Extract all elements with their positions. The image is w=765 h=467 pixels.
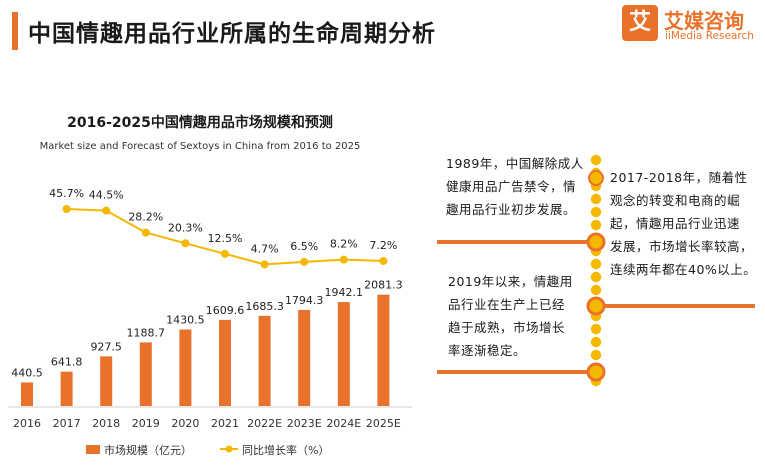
stage3-node	[586, 362, 606, 382]
x-tick-label: 2016	[13, 417, 41, 430]
logo-glyph: 艾	[628, 10, 651, 35]
stage3-line: 2019年以来，情趣用	[448, 274, 573, 289]
stage3-line: 趋于成熟，市场增长	[448, 320, 566, 335]
bar-2018	[100, 356, 113, 406]
growth-point-2021	[221, 249, 229, 258]
timeline-dot	[590, 362, 602, 374]
growth-point-2020	[181, 239, 190, 248]
growth-line-layer: 45.7% 44.5% 28.2% 20.3% 12.5% 4.7% 6.5% 8.2% 7.2…	[49, 187, 397, 269]
bar-value-label: 1609.6	[206, 304, 245, 317]
growth-value-label: 45.7%	[49, 187, 84, 200]
legend-bar-label: 市场规模（亿元）	[104, 443, 192, 457]
legend-line-label: 同比增长率（%）	[242, 443, 329, 457]
growth-point-2024E	[339, 255, 348, 264]
bar-value-label: 440.5	[11, 366, 43, 379]
bar-2025E	[377, 294, 390, 406]
bar-value-label: 1430.5	[166, 313, 205, 326]
logo-cn-text: 艾媒咨询	[664, 9, 744, 33]
bar-2021	[219, 319, 231, 406]
stage3-line: 率逐渐稳定。	[448, 343, 527, 358]
stage1-line: 1989年，中国解除成人	[446, 156, 584, 171]
timeline-dot	[590, 219, 602, 231]
bar-value-label: 641.8	[51, 356, 83, 369]
legend-bar-swatch	[86, 445, 100, 454]
growth-point-2019	[141, 228, 150, 237]
brand-logo: 艾 艾媒咨询 iiMedia Research	[622, 5, 762, 45]
growth-point-2023E	[300, 257, 309, 266]
growth-point-2022E	[260, 260, 269, 269]
legend: 市场规模（亿元） 同比增长率（%）	[86, 443, 329, 457]
bar-2022E	[258, 315, 271, 406]
stage3-line: 品行业在生产上已经	[448, 297, 566, 312]
stage1-line: 趣用品行业初步发展。	[446, 202, 577, 217]
chart-title: 2016-2025中国情趣用品市场规模和预测	[67, 114, 333, 131]
bar-2024E	[337, 302, 350, 406]
x-tick-label: 2020	[171, 417, 199, 430]
bar-2020	[179, 329, 192, 406]
title-accent-bar	[12, 12, 18, 50]
stage2-text: 2017-2018年，随着性 观念的转变和电商的崛 起，情趣用品行业迅速 发展，…	[610, 166, 765, 281]
x-tick-label: 2021	[211, 417, 239, 430]
bar-2017	[60, 371, 73, 406]
bar-value-label: 1794.3	[285, 294, 324, 307]
market-size-chart: 2016-2025中国情趣用品市场规模和预测 Market size and F…	[8, 114, 412, 457]
x-tick-label: 2019	[132, 417, 160, 430]
growth-value-label: 28.2%	[128, 211, 163, 224]
growth-point-2018	[102, 206, 111, 215]
stage2-line: 2017-2018年，随着性	[610, 170, 748, 185]
x-tick-label: 2018	[92, 417, 120, 430]
legend-line-marker	[225, 445, 233, 453]
page-title: 中国情趣用品行业所属的生命周期分析	[28, 21, 436, 47]
growth-point-2025E	[379, 256, 388, 265]
logo-en-text: iiMedia Research	[665, 30, 754, 42]
growth-value-label: 12.5%	[208, 232, 243, 245]
growth-value-label: 4.7%	[251, 242, 279, 255]
bar-2023E	[298, 310, 311, 406]
stage2-line: 起，情趣用品行业迅速	[610, 216, 741, 231]
growth-value-label: 6.5%	[290, 240, 318, 253]
growth-value-label: 8.2%	[330, 238, 358, 251]
timeline-dot	[590, 375, 602, 387]
timeline-dot	[590, 245, 602, 257]
timeline-dot	[590, 258, 602, 270]
growth-value-label: 44.5%	[89, 189, 124, 202]
bar-value-label: 1942.1	[325, 286, 364, 299]
growth-value-label: 20.3%	[168, 221, 203, 234]
growth-point-2017	[62, 205, 71, 213]
x-tick-label: 2025E	[366, 417, 401, 430]
stage3-text: 2019年以来，情趣用 品行业在生产上已经 趋于成熟，市场增长 率逐渐稳定。	[448, 270, 598, 362]
bar-2016	[21, 382, 33, 406]
chart-subtitle: Market size and Forecast of Sextoys in C…	[40, 141, 361, 152]
bar-value-label: 1188.7	[127, 326, 166, 339]
logo-badge	[622, 5, 658, 41]
stage1-text: 1989年，中国解除成人 健康用品广告禁令，情 趣用品行业初步发展。	[446, 152, 596, 221]
x-tick-label: 2023E	[287, 417, 322, 430]
stage1-line: 健康用品广告禁令，情	[446, 179, 577, 194]
stage2-line: 发展，市场增长率较高，	[610, 239, 754, 254]
x-tick-label: 2017	[53, 417, 81, 430]
bar-2019	[139, 342, 152, 406]
stage2-line: 观念的转变和电商的崛	[610, 193, 741, 208]
bars-layer: 440.5 2016 641.8 2017 927.5 2018 1188.7 2019 143…	[11, 279, 402, 430]
bar-value-label: 927.5	[90, 340, 122, 353]
stage1-node	[586, 232, 606, 252]
bar-value-label: 2081.3	[364, 279, 403, 292]
growth-value-label: 7.2%	[369, 239, 397, 252]
x-tick-label: 2022E	[247, 417, 282, 430]
stage2-line: 连续两年都在40%以上。	[610, 262, 757, 277]
bar-value-label: 1685.3	[245, 300, 284, 313]
x-tick-label: 2024E	[326, 417, 361, 430]
timeline-dot	[590, 232, 602, 244]
